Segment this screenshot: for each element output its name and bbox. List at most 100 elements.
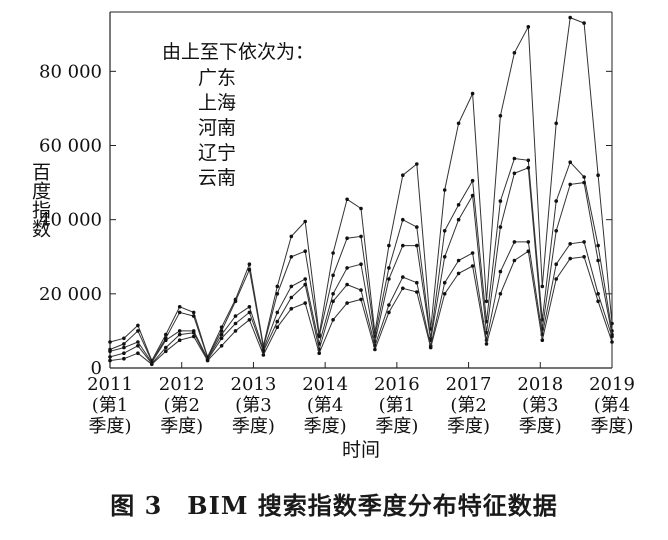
- data-point: [122, 336, 126, 341]
- data-point: [442, 292, 447, 296]
- data-point: [345, 236, 349, 240]
- data-point: [317, 351, 322, 356]
- data-point: [415, 280, 419, 285]
- data-point: [303, 277, 308, 281]
- data-point: [275, 325, 280, 330]
- data-point: [512, 156, 517, 161]
- data-point: [456, 217, 461, 222]
- data-point: [540, 284, 545, 289]
- x-tick-label: 2014: [302, 374, 348, 395]
- data-point: [470, 251, 475, 255]
- x-tick-label: 季度): [447, 416, 490, 437]
- x-tick-label: 2017: [446, 374, 492, 395]
- figure-caption: 图 3 BIM 搜索指数季度分布特征数据: [110, 491, 558, 520]
- data-point: [470, 178, 475, 183]
- data-point: [512, 171, 517, 176]
- data-point: [247, 318, 252, 322]
- x-tick-label: 2012: [159, 374, 205, 395]
- data-point: [610, 340, 614, 344]
- data-point: [401, 243, 405, 248]
- legend-heading: 由上至下依次为：: [162, 41, 314, 63]
- data-point: [456, 203, 461, 207]
- data-point: [177, 329, 182, 333]
- data-point: [428, 345, 433, 350]
- data-point: [596, 299, 600, 304]
- data-point: [303, 249, 308, 253]
- data-point: [331, 318, 335, 322]
- data-point: [275, 292, 280, 296]
- data-point: [289, 234, 294, 239]
- data-point: [108, 358, 112, 363]
- series-5: [108, 249, 614, 367]
- legend-label: 云南: [198, 167, 236, 189]
- data-point: [442, 280, 447, 285]
- data-point: [568, 256, 572, 261]
- x-tick-label: (第2: [450, 395, 486, 416]
- data-point: [401, 286, 405, 291]
- data-point: [331, 299, 335, 304]
- data-point: [247, 267, 252, 272]
- data-point: [554, 277, 558, 281]
- data-point: [442, 188, 447, 192]
- data-point: [359, 288, 363, 292]
- data-point: [233, 321, 238, 326]
- data-point: [136, 351, 140, 356]
- data-point: [470, 91, 475, 96]
- x-tick-label: 2019: [589, 374, 635, 395]
- data-point: [261, 353, 266, 357]
- data-point: [247, 310, 252, 315]
- data-point: [526, 166, 531, 170]
- data-point: [512, 258, 517, 263]
- data-point: [345, 197, 349, 202]
- x-tick-label: 季度): [519, 416, 562, 437]
- data-point: [568, 15, 572, 20]
- legend-label: 上海: [198, 92, 236, 114]
- data-point: [122, 356, 126, 361]
- x-tick-label: 2013: [231, 374, 277, 395]
- data-point: [456, 258, 461, 263]
- data-point: [205, 358, 210, 363]
- y-tick-label: 80 000: [39, 61, 102, 82]
- data-point: [596, 258, 600, 263]
- data-point: [108, 355, 112, 359]
- data-point: [554, 229, 558, 233]
- data-point: [512, 51, 517, 55]
- data-point: [108, 340, 112, 344]
- data-point: [289, 295, 294, 300]
- y-tick-label: 40 000: [39, 210, 102, 231]
- data-point: [540, 338, 545, 343]
- x-tick-label: (第3: [522, 395, 558, 416]
- data-point: [191, 314, 196, 318]
- x-tick-label: (第4: [594, 395, 630, 416]
- data-point: [136, 329, 140, 333]
- data-point: [415, 243, 419, 248]
- data-point: [373, 347, 377, 352]
- x-tick-label: 季度): [590, 416, 633, 437]
- data-point: [415, 162, 419, 166]
- data-point: [359, 262, 363, 267]
- data-point: [122, 351, 126, 356]
- data-point: [387, 266, 391, 270]
- data-point: [610, 334, 614, 339]
- legend-label: 辽宁: [198, 142, 236, 164]
- data-point: [582, 254, 586, 259]
- data-point: [122, 342, 126, 346]
- data-point: [401, 217, 405, 222]
- data-point: [415, 225, 419, 229]
- data-point: [526, 158, 531, 163]
- x-tick-label: 季度): [88, 416, 131, 437]
- data-point: [470, 264, 475, 268]
- data-point: [456, 121, 461, 126]
- data-point: [289, 254, 294, 259]
- data-point: [345, 266, 349, 270]
- data-point: [359, 297, 363, 302]
- data-point: [596, 243, 600, 248]
- x-tick-label: 2011: [87, 374, 133, 395]
- x-axis-ticks: 2011(第1季度)2012(第2季度)2013(第3季度)2014(第4季度)…: [87, 362, 635, 437]
- data-point: [498, 114, 503, 118]
- x-tick-label: 季度): [304, 416, 347, 437]
- data-point: [233, 299, 238, 304]
- data-point: [526, 25, 531, 29]
- data-point: [177, 305, 182, 309]
